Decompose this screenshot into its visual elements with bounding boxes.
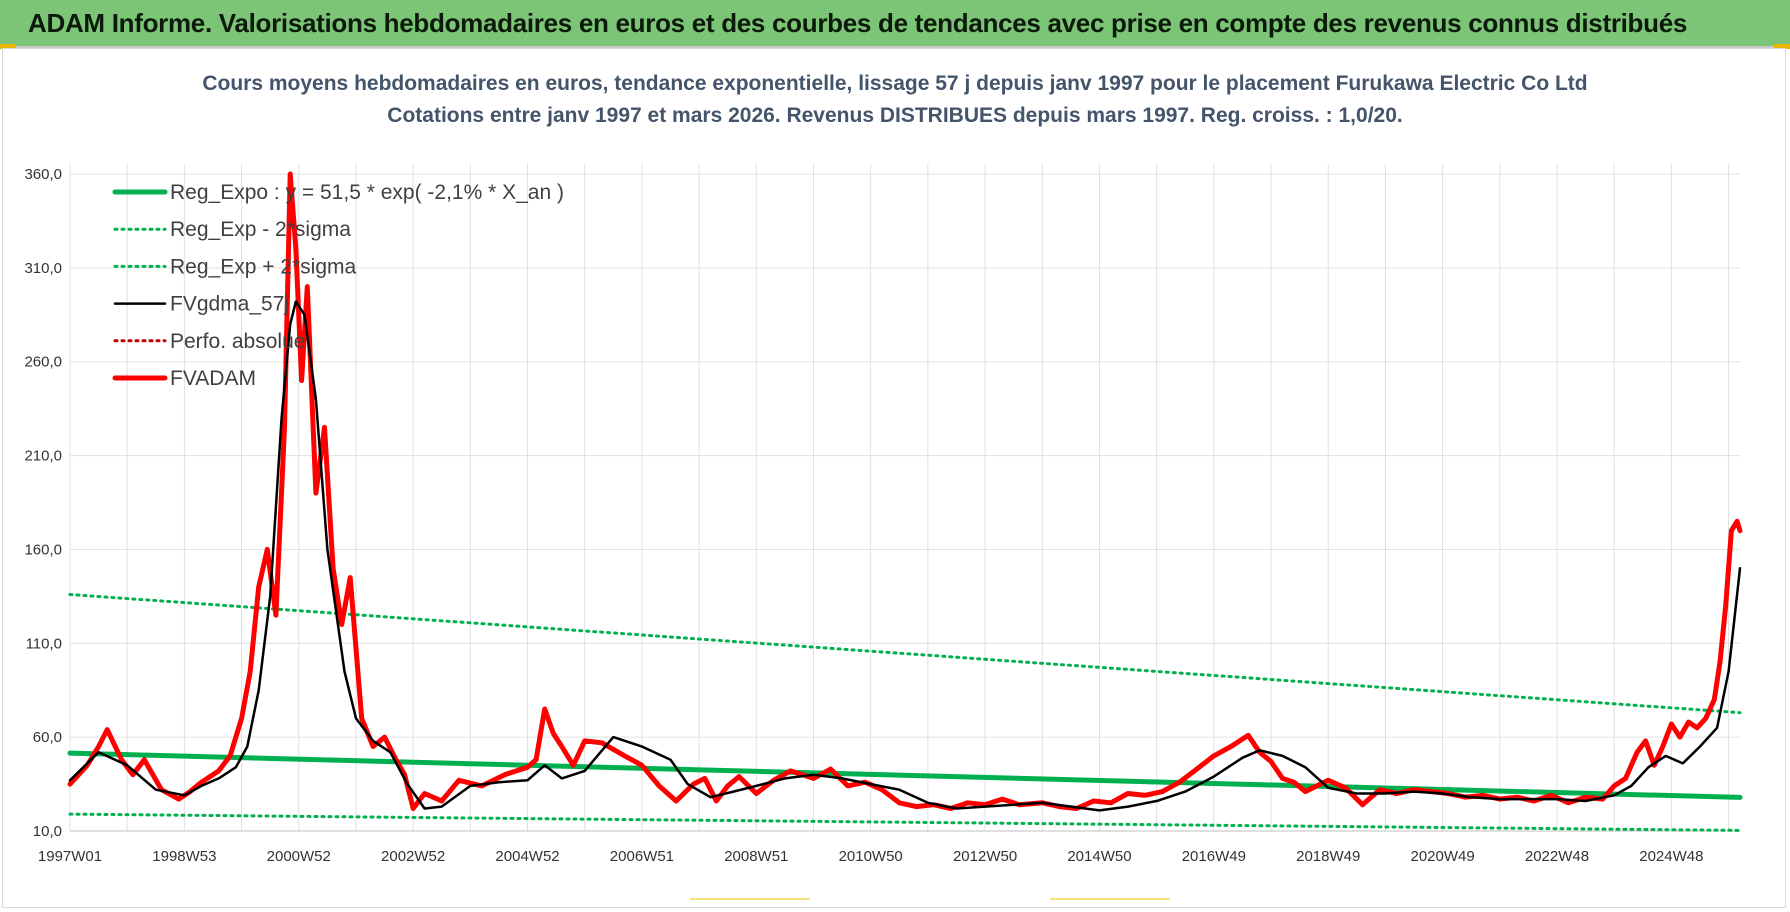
x-tick-label: 1998W53 [152,848,216,865]
report-banner: ADAM Informe. Valorisations hebdomadaire… [0,0,1790,48]
corner-mark [1774,44,1790,49]
legend-label: Reg_Exp + 2*sigma [170,255,357,278]
x-tick-label: 2018W49 [1296,848,1360,865]
x-tick-label: 2022W48 [1525,848,1589,865]
legend-label: FVADAM [170,367,256,390]
legend-label: FVgdma_57j [170,293,289,316]
x-tick-label: 2004W52 [495,848,559,865]
x-tick-label: 2010W50 [839,848,903,865]
chart-grid [69,164,1740,832]
y-tick-label: 360,0 [24,166,62,183]
x-tick-label: 2008W51 [724,848,788,865]
x-tick-label: 2020W49 [1410,848,1474,865]
x-tick-label: 2000W52 [267,848,331,865]
decorative-underline [1050,898,1170,900]
legend-label: Perfo. absolue [170,330,305,353]
chart-title: Cours moyens hebdomadaires en euros, ten… [202,72,1588,95]
y-tick-label: 110,0 [26,635,62,652]
x-axis-ticks: 1997W01 1998W53 2000W52 2002W52 2004W52 2006W… [38,848,1704,865]
y-tick-label: 310,0 [24,260,62,277]
corner-mark [0,44,16,49]
y-axis-ticks: 10,0 60,0 110,0 160,0 210,0 260,0 310,0 360,0 [24,166,62,840]
series-line-0 [67,750,1743,800]
x-tick-label: 2014W50 [1067,848,1131,865]
decorative-underline [690,898,810,900]
chart-subtitle: Cotations entre janv 1997 et mars 2026. … [387,104,1403,127]
y-tick-label: 160,0 [24,541,62,558]
chart-legend: Reg_Expo : y = 51,5 * exp( -2,1% * X_an … [112,181,564,390]
report-title: ADAM Informe. Valorisations hebdomadaire… [28,8,1688,38]
chart-series [67,171,1743,832]
series-line-1 [68,812,1742,832]
x-tick-label: 1997W01 [38,848,102,865]
legend-label: Reg_Exp - 2*sigma [170,218,351,241]
x-tick-label: 2012W50 [953,848,1017,865]
series-line-3 [68,300,1742,812]
x-tick-label: 2002W52 [381,848,445,865]
y-tick-label: 10,0 [33,823,62,840]
y-tick-label: 260,0 [24,354,62,371]
x-tick-label: 2006W51 [610,848,674,865]
y-tick-label: 210,0 [24,448,62,465]
x-tick-label: 2024W48 [1639,848,1703,865]
series-line-2 [68,593,1742,715]
chart-frame [2,48,1786,908]
legend-label: Reg_Expo : y = 51,5 * exp( -2,1% * X_an … [170,181,564,204]
y-tick-label: 60,0 [33,729,62,746]
x-tick-label: 2016W49 [1182,848,1246,865]
